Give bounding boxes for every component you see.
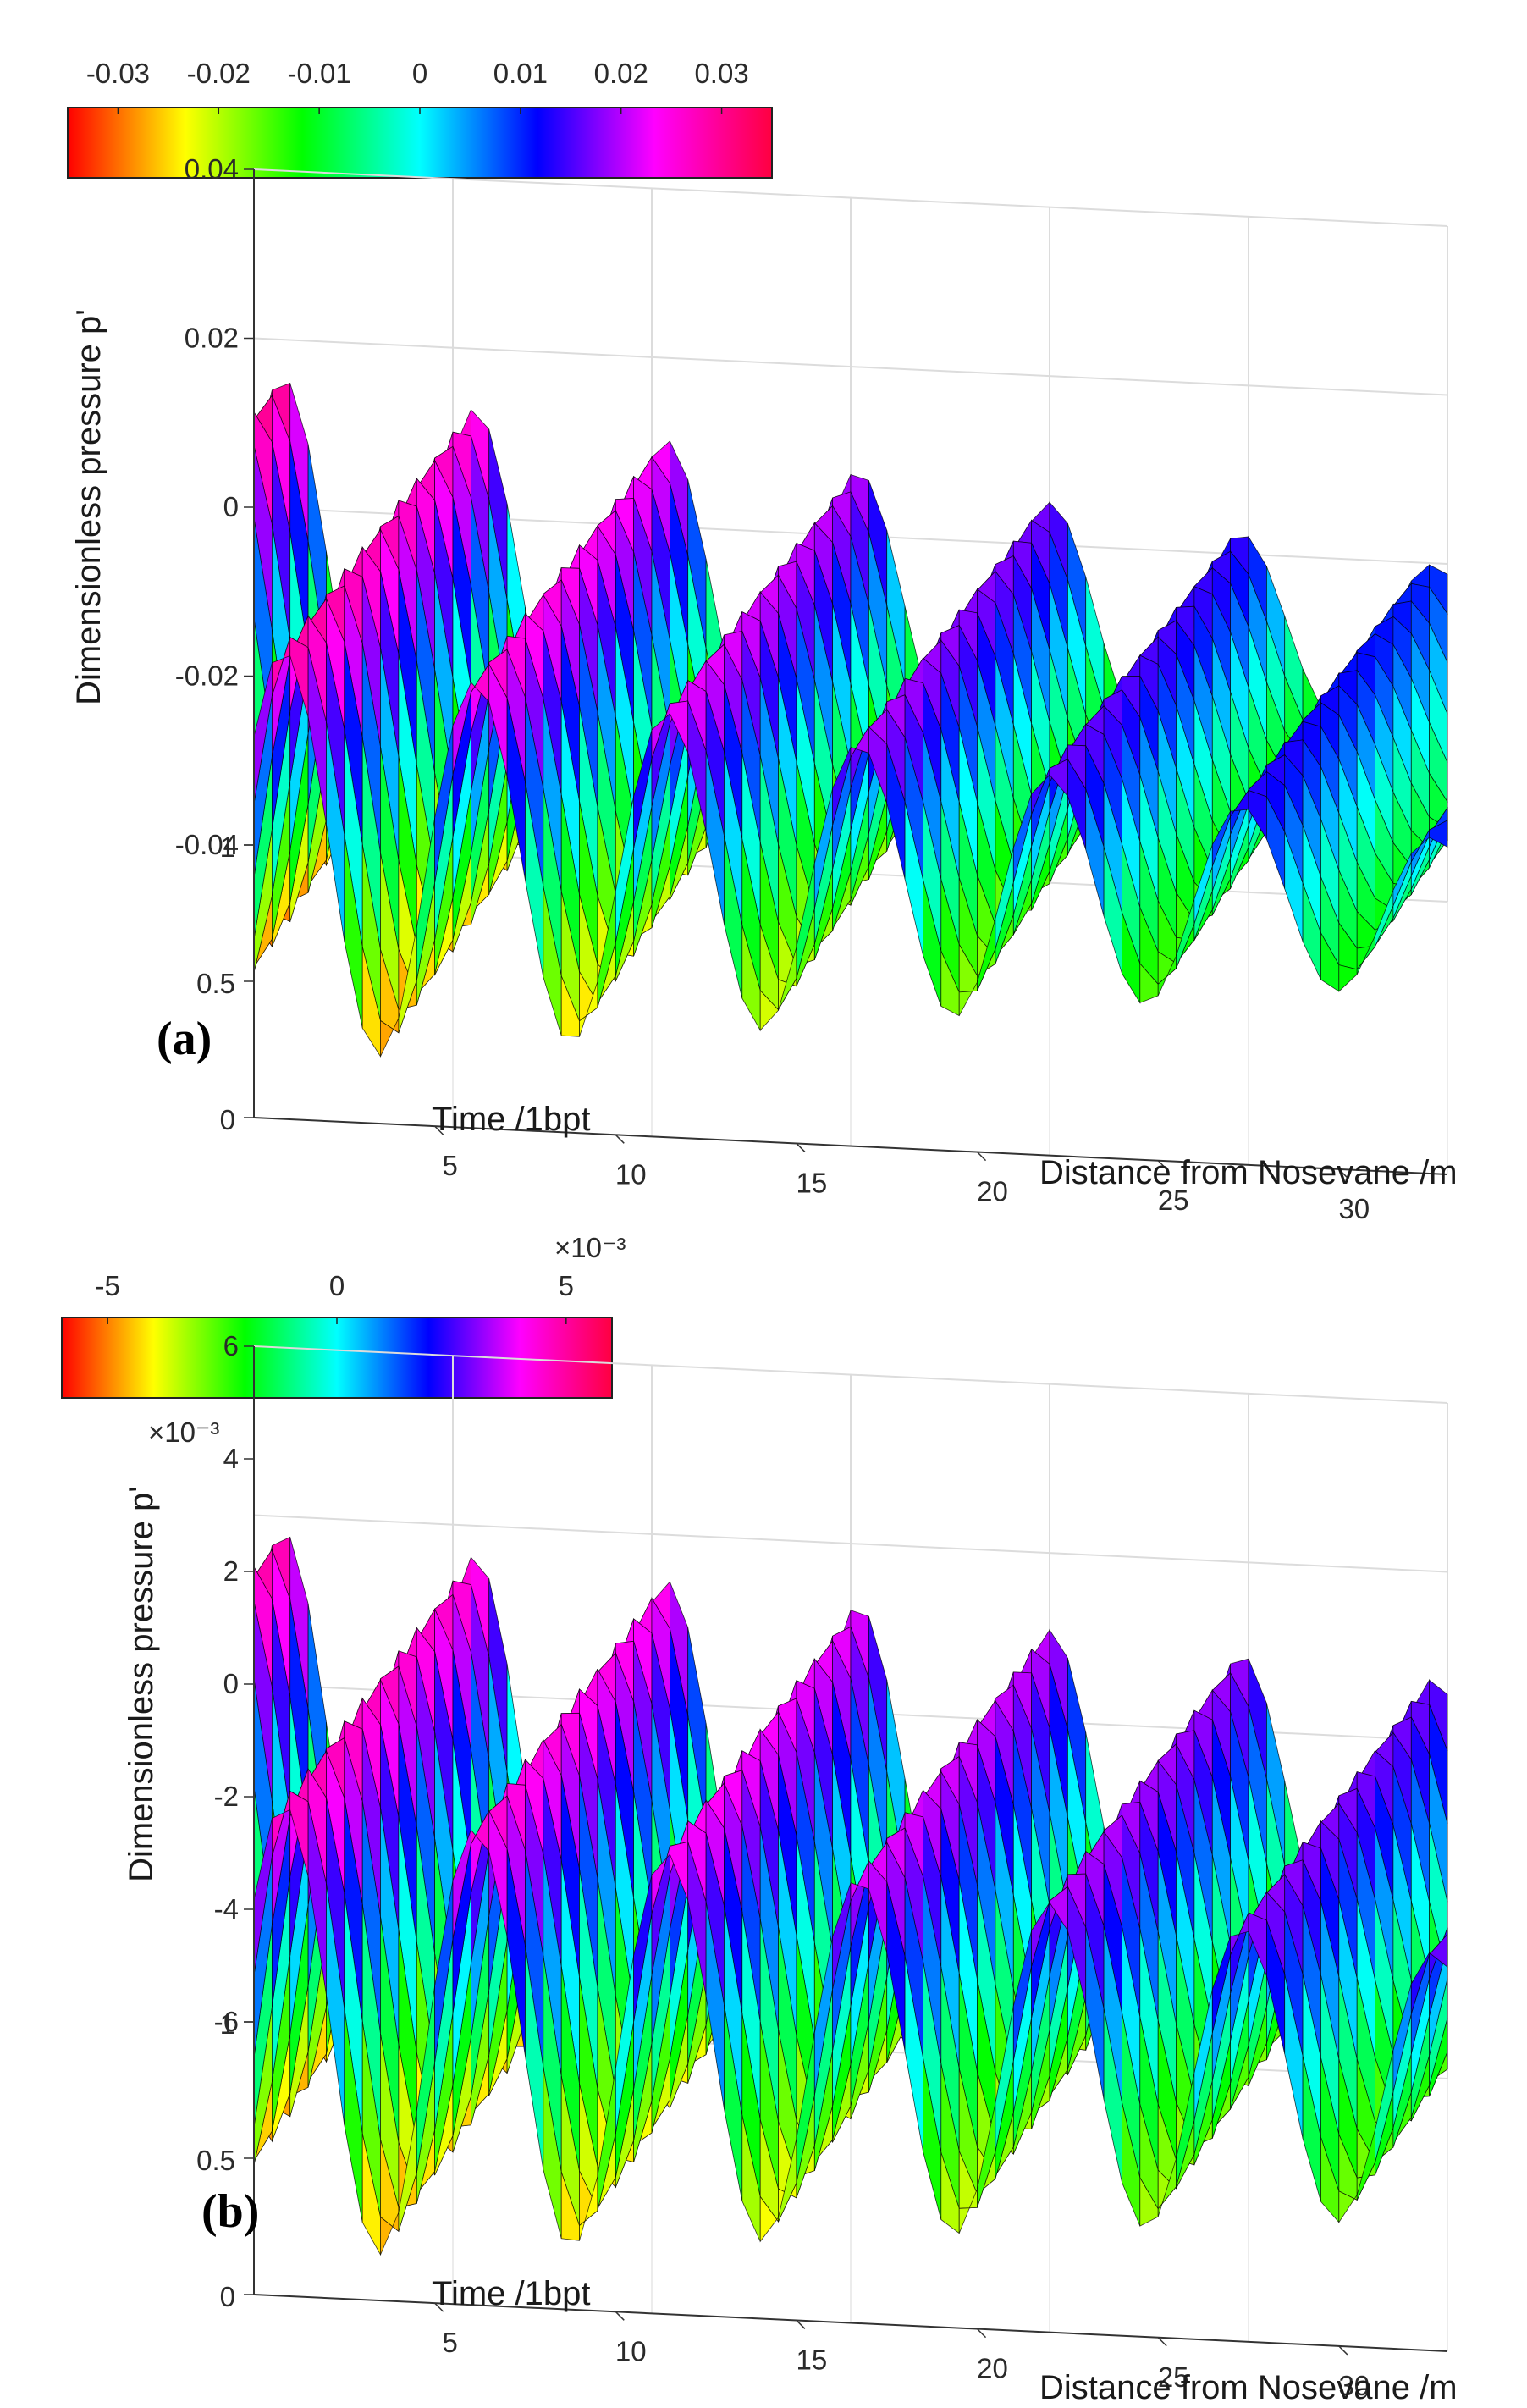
z-tick-label: 6 bbox=[223, 1330, 239, 1361]
x-tick-label: 30 bbox=[1338, 1193, 1370, 1224]
colorbar-tick-label: -0.03 bbox=[86, 58, 150, 89]
z-tick-label: 2 bbox=[223, 1555, 239, 1587]
z-tick-label: -6 bbox=[214, 2006, 239, 2037]
panel-label: (b) bbox=[201, 2185, 259, 2238]
gridline bbox=[253, 168, 1448, 227]
x-tick-label: 25 bbox=[1158, 1185, 1189, 1216]
colorbar-tick-label: 0.03 bbox=[694, 58, 748, 89]
x-tick bbox=[434, 2302, 444, 2312]
gridline bbox=[253, 1514, 1448, 1573]
colorbar-tick-label: -5 bbox=[95, 1270, 119, 1301]
colorbar-gradient bbox=[61, 1317, 613, 1399]
x-tick-label: 15 bbox=[797, 2344, 828, 2375]
chart-panel-a: -0.03 -0.02 -0.01 0 0.01 0.02 0.03 -0.04 -0.02 0 0… bbox=[67, 58, 1458, 1224]
x-tick-label: 20 bbox=[977, 1176, 1008, 1207]
gridline bbox=[253, 1345, 1448, 1404]
z-tick-label: 0 bbox=[223, 1668, 239, 1699]
chart-panel-b: -5 0 5 ×10⁻³ -6 -4 -2 0 2 4 6 ×10⁻³ 5 10 15 20 25 30 0 0.5 1… bbox=[61, 1232, 1458, 2406]
z-exponent: ×10⁻³ bbox=[148, 1417, 219, 1448]
axes: -6 -4 -2 0 2 4 6 ×10⁻³ 5 10 15 20 25 30 0 0.5 1 Dimension… bbox=[123, 1330, 1458, 2406]
y-tick-label: 0 bbox=[220, 2281, 235, 2312]
x-axis-line bbox=[253, 1117, 1448, 1175]
x-tick-label: 10 bbox=[615, 1158, 647, 1190]
x-tick bbox=[1157, 2337, 1167, 2347]
y-tick-label: 1 bbox=[220, 831, 235, 863]
x-axis-line bbox=[253, 2294, 1448, 2352]
x-tick bbox=[977, 2328, 987, 2339]
x-tick-label: 5 bbox=[442, 1150, 457, 1181]
y-axis-label: Time /1bpt bbox=[432, 2275, 590, 2312]
colorbar-gradient bbox=[67, 107, 773, 179]
x-tick-label: 30 bbox=[1338, 2370, 1370, 2401]
colorbar-tick-label: 5 bbox=[559, 1270, 574, 1301]
surface-cell bbox=[1429, 820, 1448, 848]
colorbar: -0.03 -0.02 -0.01 0 0.01 0.02 0.03 bbox=[67, 58, 773, 179]
y-tick-label: 0.5 bbox=[196, 968, 235, 999]
x-tick bbox=[796, 1142, 806, 1152]
z-axis-label: Dimensionless pressure p' bbox=[70, 309, 107, 705]
surface bbox=[253, 1536, 1448, 2256]
panel-label: (a) bbox=[157, 1013, 212, 1065]
y-tick-label: 0.5 bbox=[196, 2145, 235, 2176]
x-tick bbox=[615, 2311, 625, 2321]
colorbar-tick-label: 0 bbox=[329, 1270, 345, 1301]
gridline bbox=[253, 337, 1448, 396]
z-tick-label: 0.02 bbox=[185, 323, 239, 354]
colorbar-tick-label: 0.02 bbox=[594, 58, 648, 89]
y-axis-label: Time /1bpt bbox=[432, 1101, 590, 1138]
z-tick-label: -4 bbox=[214, 1893, 239, 1925]
z-tick-label: -2 bbox=[214, 1781, 239, 1812]
surface bbox=[253, 382, 1448, 1058]
z-tick-label: 0.04 bbox=[185, 153, 239, 185]
z-tick-label: 0 bbox=[223, 491, 239, 522]
y-tick-label: 0 bbox=[220, 1104, 235, 1135]
x-tick bbox=[796, 2319, 806, 2329]
x-tick bbox=[977, 1152, 987, 1162]
x-tick-label: 10 bbox=[615, 2335, 647, 2367]
surface-cell bbox=[1429, 1933, 1448, 1969]
colorbar-tick-label: -0.02 bbox=[187, 58, 251, 89]
x-tick bbox=[1338, 2345, 1348, 2356]
surface-cell bbox=[1410, 564, 1430, 588]
z-axis-label: Dimensionless pressure p' bbox=[123, 1486, 160, 1882]
x-axis-label: Distance from Nosevane /m bbox=[1039, 1154, 1458, 1191]
surface-cell bbox=[1338, 964, 1358, 992]
x-tick-label: 5 bbox=[442, 2327, 457, 2358]
y-tick-label: 1 bbox=[220, 2008, 235, 2040]
z-tick-label: -0.02 bbox=[175, 660, 239, 692]
x-axis-label: Distance from Nosevane /m bbox=[1039, 2369, 1458, 2406]
z-tick-label: -0.04 bbox=[175, 829, 239, 860]
colorbar-tick-label: -0.01 bbox=[288, 58, 351, 89]
x-tick bbox=[1157, 1160, 1167, 1170]
x-tick-label: 20 bbox=[977, 2353, 1008, 2384]
colorbar-tick-label: 0.01 bbox=[493, 58, 548, 89]
z-tick-label: 4 bbox=[223, 1443, 239, 1474]
x-tick-label: 15 bbox=[797, 1167, 828, 1198]
x-tick bbox=[615, 1134, 625, 1144]
x-tick-label: 25 bbox=[1158, 2361, 1189, 2393]
x-tick bbox=[434, 1125, 444, 1135]
x-tick bbox=[1338, 1168, 1348, 1179]
axes: -0.04 -0.02 0 0.02 0.04 5 10 15 20 25 30 0 0.5 1 Dimen… bbox=[70, 153, 1458, 1224]
colorbar-tick-label: 0 bbox=[412, 58, 427, 89]
colorbar-exponent: ×10⁻³ bbox=[554, 1232, 626, 1263]
colorbar: -5 0 5 ×10⁻³ bbox=[61, 1232, 626, 1399]
